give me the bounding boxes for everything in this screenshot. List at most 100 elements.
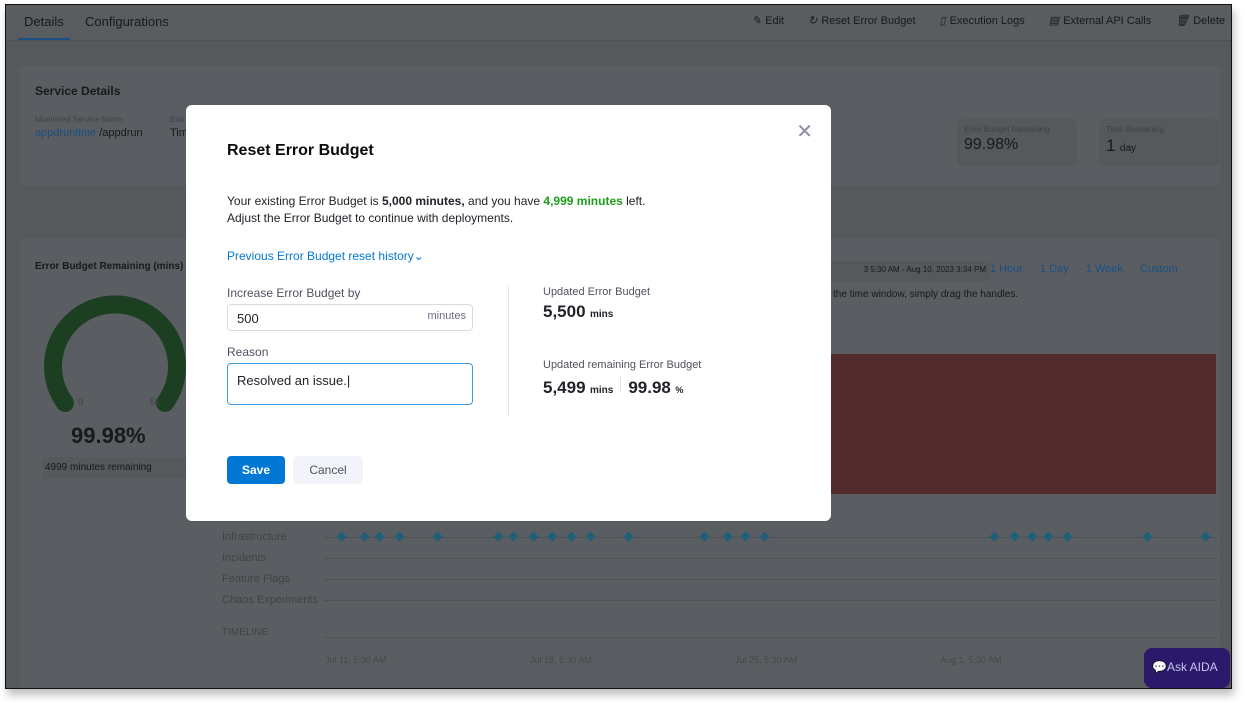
reason-textarea[interactable]: Resolved an issue.| [227, 363, 473, 405]
timeline-x-label: Jul 18, 5:30 AM [530, 655, 593, 665]
reset-history-link[interactable]: Previous Error Budget reset history⌄ [227, 249, 424, 263]
delete-button[interactable]: 🗑 Delete [1175, 14, 1225, 28]
api-document-icon: ▤ [1048, 15, 1060, 27]
execution-logs-button[interactable]: ▯ Execution Logs [939, 14, 1025, 28]
text: Your existing Error Budget is [227, 194, 382, 208]
stat-label: Time Remaining [1106, 125, 1164, 134]
stat-label: Error Budget Remaining [964, 125, 1050, 134]
gauge-percent: 99.98% [71, 423, 146, 448]
text: left. [622, 194, 646, 208]
button-label: External API Calls [1063, 14, 1152, 27]
timeline-row-label: Infrastructure [222, 531, 287, 543]
timeline-x-label: Jul 25, 5:30 AM [735, 655, 798, 665]
edit-button[interactable]: ✎ Edit [751, 14, 785, 28]
reset-error-budget-dialog: ✕ Reset Error Budget Your existing Error… [186, 105, 831, 521]
timeline-row-label: Incidents [222, 552, 267, 564]
pencil-icon: ✎ [751, 15, 762, 27]
chat-icon: 💬 [1152, 660, 1167, 674]
minutes-left: 4,999 minutes [543, 194, 623, 208]
increase-label: Increase Error Budget by [227, 286, 361, 300]
button-label: Delete [1193, 14, 1225, 27]
monitored-service: appdruntime /appdrun [35, 127, 143, 139]
ask-aida-button[interactable]: 💬Ask AIDA [1144, 648, 1230, 688]
save-button[interactable]: Save [227, 456, 285, 484]
monitored-service-suffix: /appdrun [99, 127, 143, 139]
error-budget-remaining-stat: Error Budget Remaining 99.98% [957, 119, 1077, 167]
gauge-arc [44, 295, 186, 412]
gauge-max: 5k [150, 397, 160, 407]
timeline-axis [324, 637, 1217, 638]
external-api-calls-button[interactable]: ▤ External API Calls [1048, 14, 1152, 28]
dialog-description: Your existing Error Budget is 5,000 minu… [227, 193, 645, 227]
monitored-service-link[interactable]: appdruntime [35, 127, 97, 139]
time-remaining-stat: Time Remaining 1 day [1099, 119, 1219, 167]
trash-icon: 🗑 [1175, 15, 1190, 27]
dialog-title: Reset Error Budget [227, 142, 374, 159]
stat-value-row: 1 day [1106, 136, 1212, 156]
stat-unit: day [1119, 143, 1137, 154]
button-label: Execution Logs [949, 14, 1025, 27]
existing-budget: 5,000 minutes, [381, 194, 465, 208]
input-unit: minutes [427, 310, 466, 322]
updated-remaining-label: Updated remaining Error Budget [543, 359, 702, 371]
minutes-remaining: 4999 minutes remaining [42, 457, 192, 479]
text: Adjust the Error Budget to continue with… [227, 211, 514, 225]
tab-configurations[interactable]: Configurations [85, 14, 169, 29]
updated-remaining-percent: 99.98 [628, 378, 671, 397]
range-option[interactable]: Custom [1139, 263, 1178, 275]
evaluation-label: Eva [170, 115, 184, 124]
gauge-title: Error Budget Remaining (mins) [35, 261, 184, 272]
range-option[interactable]: 1 Week [1085, 263, 1123, 275]
app-window-dimmed-backdrop: Details Configurations ✎ Edit ↻ Reset Erro… [5, 4, 1232, 689]
increase-budget-input[interactable]: 500 minutes [227, 304, 473, 331]
updated-budget-label: Updated Error Budget [543, 286, 651, 298]
reset-error-budget-button[interactable]: ↻ Reset Error Budget [808, 14, 915, 28]
evaluation-value: Tim [170, 127, 188, 139]
updated-remaining-value: 5,499 [543, 378, 586, 397]
updated-remaining: 5,499 mins 99.98 % [543, 375, 683, 398]
link-label: Previous Error Budget reset history [227, 249, 414, 263]
date-range[interactable]: 3 5:30 AM - Aug 10, 2023 3:34 PM [790, 261, 990, 281]
reason-label: Reason [227, 345, 269, 359]
unit: mins [590, 309, 614, 320]
updated-budget: 5,500 mins [543, 302, 613, 322]
tab-details[interactable]: Details [18, 14, 70, 40]
timeline-row-line [324, 600, 1217, 601]
stat-value: 99.98% [964, 136, 1019, 153]
range-hint: the time window, simply drag the handles… [833, 289, 1019, 300]
unit: % [675, 385, 684, 395]
monitored-service-label: Monitored Service Name [35, 115, 124, 124]
updated-budget-value: 5,500 [543, 302, 586, 321]
button-label: Edit [765, 14, 785, 27]
gauge [44, 295, 186, 412]
error-budget-chart-area [830, 354, 1216, 494]
document-icon: ▯ [939, 15, 946, 27]
timeline-row-label: Chaos Experiments [222, 594, 318, 606]
range-option[interactable]: 1 Day [1040, 263, 1069, 275]
timeline-x-label: Aug 1, 5:30 AM [940, 655, 1002, 665]
ask-aida-label: Ask AIDA [1166, 660, 1218, 674]
gauge-min: 0 [78, 397, 84, 407]
divider [508, 285, 509, 417]
timeline-label: TIMELINE [222, 627, 269, 638]
time-range-options: 1 Hour 1 Day 1 Week Custom [990, 263, 1178, 275]
input-value: Resolved an issue. [237, 373, 347, 388]
close-icon[interactable]: ✕ [796, 121, 813, 143]
timeline-row-line [324, 579, 1217, 580]
cancel-button[interactable]: Cancel [293, 456, 363, 484]
service-details-title: Service Details [35, 84, 121, 98]
unit: mins [590, 385, 614, 396]
stat-value: 1 [1106, 136, 1116, 155]
input-value: 500 [237, 311, 259, 326]
timeline-row-line [324, 537, 1217, 538]
toolbar: ✎ Edit ↻ Reset Error Budget ▯ Execution Log… [751, 14, 1225, 28]
text: and you have [464, 194, 544, 208]
tab-bar: Details Configurations ✎ Edit ↻ Reset Erro… [6, 5, 1231, 41]
chevron-down-icon: ⌄ [413, 249, 424, 263]
divider [620, 375, 622, 393]
timeline-row-line [324, 558, 1217, 559]
reset-icon: ↻ [808, 15, 818, 27]
timeline-x-label: Jul 11, 5:30 AM [325, 655, 387, 665]
timeline-row-label: Feature Flags [222, 573, 290, 585]
range-option[interactable]: 1 Hour [990, 263, 1024, 275]
